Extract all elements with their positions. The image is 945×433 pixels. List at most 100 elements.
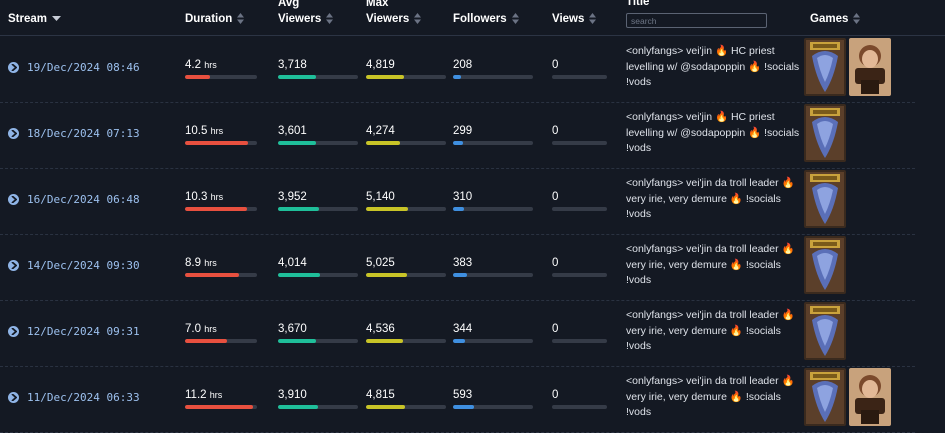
stream-title: <onlyfangs> vei'jin 🔥 HC priest levellin… (626, 45, 800, 88)
max-viewers-bar (366, 141, 446, 145)
max-viewers-bar (366, 207, 446, 211)
followers-bar (453, 339, 533, 343)
sort-icon (589, 13, 597, 25)
duration-bar (185, 273, 257, 277)
avg-viewers-bar (278, 75, 358, 79)
duration-value: 10.5 hrs (185, 125, 224, 137)
stream-link[interactable]: 12/Dec/2024 09:31 (8, 325, 140, 338)
table-row: 14/Dec/2024 09:30 8.9 hrs 4,014 5,025 38… (0, 234, 915, 301)
views-bar (552, 141, 607, 145)
stream-title: <onlyfangs> vei'jin da troll leader 🔥 ve… (626, 243, 795, 286)
chevron-right-icon (8, 128, 19, 139)
followers-value: 383 (453, 257, 473, 269)
column-header-title: Title (626, 0, 650, 8)
stream-link[interactable]: 16/Dec/2024 06:48 (8, 193, 140, 206)
duration-bar (185, 339, 257, 343)
sort-icon (511, 13, 519, 25)
sort-icon (326, 13, 334, 25)
stream-date: 12/Dec/2024 09:31 (27, 325, 140, 338)
max-viewers-bar (366, 75, 446, 79)
title-search-input[interactable] (626, 13, 767, 28)
column-header-avg-viewers[interactable]: Avg Viewers (278, 0, 334, 27)
avg-viewers-bar (278, 141, 358, 145)
duration-value: 11.2 hrs (185, 389, 223, 401)
game-thumbnail-world-of-warcraft[interactable] (804, 104, 846, 162)
game-thumbnail-world-of-warcraft[interactable] (804, 38, 846, 96)
max-viewers-value: 4,536 (366, 323, 395, 335)
column-header-max-viewers[interactable]: Max Viewers (366, 0, 422, 27)
stream-date: 16/Dec/2024 06:48 (27, 193, 140, 206)
views-value: 0 (552, 389, 559, 401)
sort-icon (237, 13, 245, 25)
stream-link[interactable]: 19/Dec/2024 08:46 (8, 61, 140, 74)
avg-viewers-value: 3,601 (278, 125, 307, 137)
stream-title: <onlyfangs> vei'jin da troll leader 🔥 ve… (626, 375, 795, 418)
duration-bar (185, 207, 257, 211)
chevron-right-icon (8, 260, 19, 271)
column-header-followers[interactable]: Followers (453, 11, 519, 28)
game-thumbnail-world-of-warcraft[interactable] (804, 170, 846, 228)
column-header-duration[interactable]: Duration (185, 11, 245, 28)
table-row: 18/Dec/2024 07:13 10.5 hrs 3,601 4,274 2… (0, 102, 915, 169)
chevron-right-icon (8, 392, 19, 403)
game-thumbnail-just-chatting[interactable] (849, 368, 891, 426)
avg-viewers-bar (278, 339, 358, 343)
column-header-views[interactable]: Views (552, 11, 597, 28)
followers-bar (453, 405, 533, 409)
avg-viewers-value: 3,670 (278, 323, 307, 335)
duration-value: 4.2 hrs (185, 59, 217, 71)
views-bar (552, 273, 607, 277)
table-row: 11/Dec/2024 06:33 11.2 hrs 3,910 4,815 5… (0, 366, 915, 433)
views-value: 0 (552, 257, 559, 269)
duration-value: 8.9 hrs (185, 257, 217, 269)
table-row: 16/Dec/2024 06:48 10.3 hrs 3,952 5,140 3… (0, 168, 915, 235)
duration-value: 7.0 hrs (185, 323, 217, 335)
duration-bar (185, 141, 257, 145)
views-value: 0 (552, 191, 559, 203)
game-thumbnail-world-of-warcraft[interactable] (804, 236, 846, 294)
table-header: Stream Duration Avg Viewers Max Viewers … (0, 0, 945, 36)
views-value: 0 (552, 59, 559, 71)
chevron-right-icon (8, 62, 19, 73)
avg-viewers-value: 3,718 (278, 59, 307, 71)
followers-bar (453, 207, 533, 211)
stream-link[interactable]: 18/Dec/2024 07:13 (8, 127, 140, 140)
table-row: 12/Dec/2024 09:31 7.0 hrs 3,670 4,536 34… (0, 300, 915, 367)
avg-viewers-bar (278, 273, 358, 277)
stream-title: <onlyfangs> vei'jin 🔥 HC priest levellin… (626, 111, 800, 154)
views-value: 0 (552, 125, 559, 137)
views-bar (552, 75, 607, 79)
followers-bar (453, 273, 533, 277)
followers-value: 299 (453, 125, 473, 137)
max-viewers-bar (366, 273, 446, 277)
avg-viewers-value: 4,014 (278, 257, 307, 269)
sort-icon (414, 13, 422, 25)
followers-value: 593 (453, 389, 473, 401)
stream-title: <onlyfangs> vei'jin da troll leader 🔥 ve… (626, 309, 795, 352)
avg-viewers-value: 3,910 (278, 389, 307, 401)
max-viewers-value: 5,140 (366, 191, 395, 203)
followers-value: 310 (453, 191, 473, 203)
game-thumbnail-just-chatting[interactable] (849, 38, 891, 96)
views-bar (552, 405, 607, 409)
sort-desc-icon (52, 15, 61, 22)
followers-bar (453, 75, 533, 79)
stream-date: 11/Dec/2024 06:33 (27, 391, 140, 404)
stream-link[interactable]: 11/Dec/2024 06:33 (8, 391, 140, 404)
stream-title: <onlyfangs> vei'jin da troll leader 🔥 ve… (626, 177, 795, 220)
game-thumbnail-world-of-warcraft[interactable] (804, 368, 846, 426)
stream-link[interactable]: 14/Dec/2024 09:30 (8, 259, 140, 272)
followers-value: 208 (453, 59, 473, 71)
chevron-right-icon (8, 194, 19, 205)
chevron-right-icon (8, 326, 19, 337)
column-header-games[interactable]: Games (810, 11, 861, 28)
max-viewers-bar (366, 405, 446, 409)
game-thumbnail-world-of-warcraft[interactable] (804, 302, 846, 360)
views-value: 0 (552, 323, 559, 335)
avg-viewers-bar (278, 405, 358, 409)
column-header-stream[interactable]: Stream (8, 11, 61, 28)
avg-viewers-bar (278, 207, 358, 211)
stream-date: 18/Dec/2024 07:13 (27, 127, 140, 140)
duration-bar (185, 405, 257, 409)
max-viewers-value: 4,274 (366, 125, 395, 137)
